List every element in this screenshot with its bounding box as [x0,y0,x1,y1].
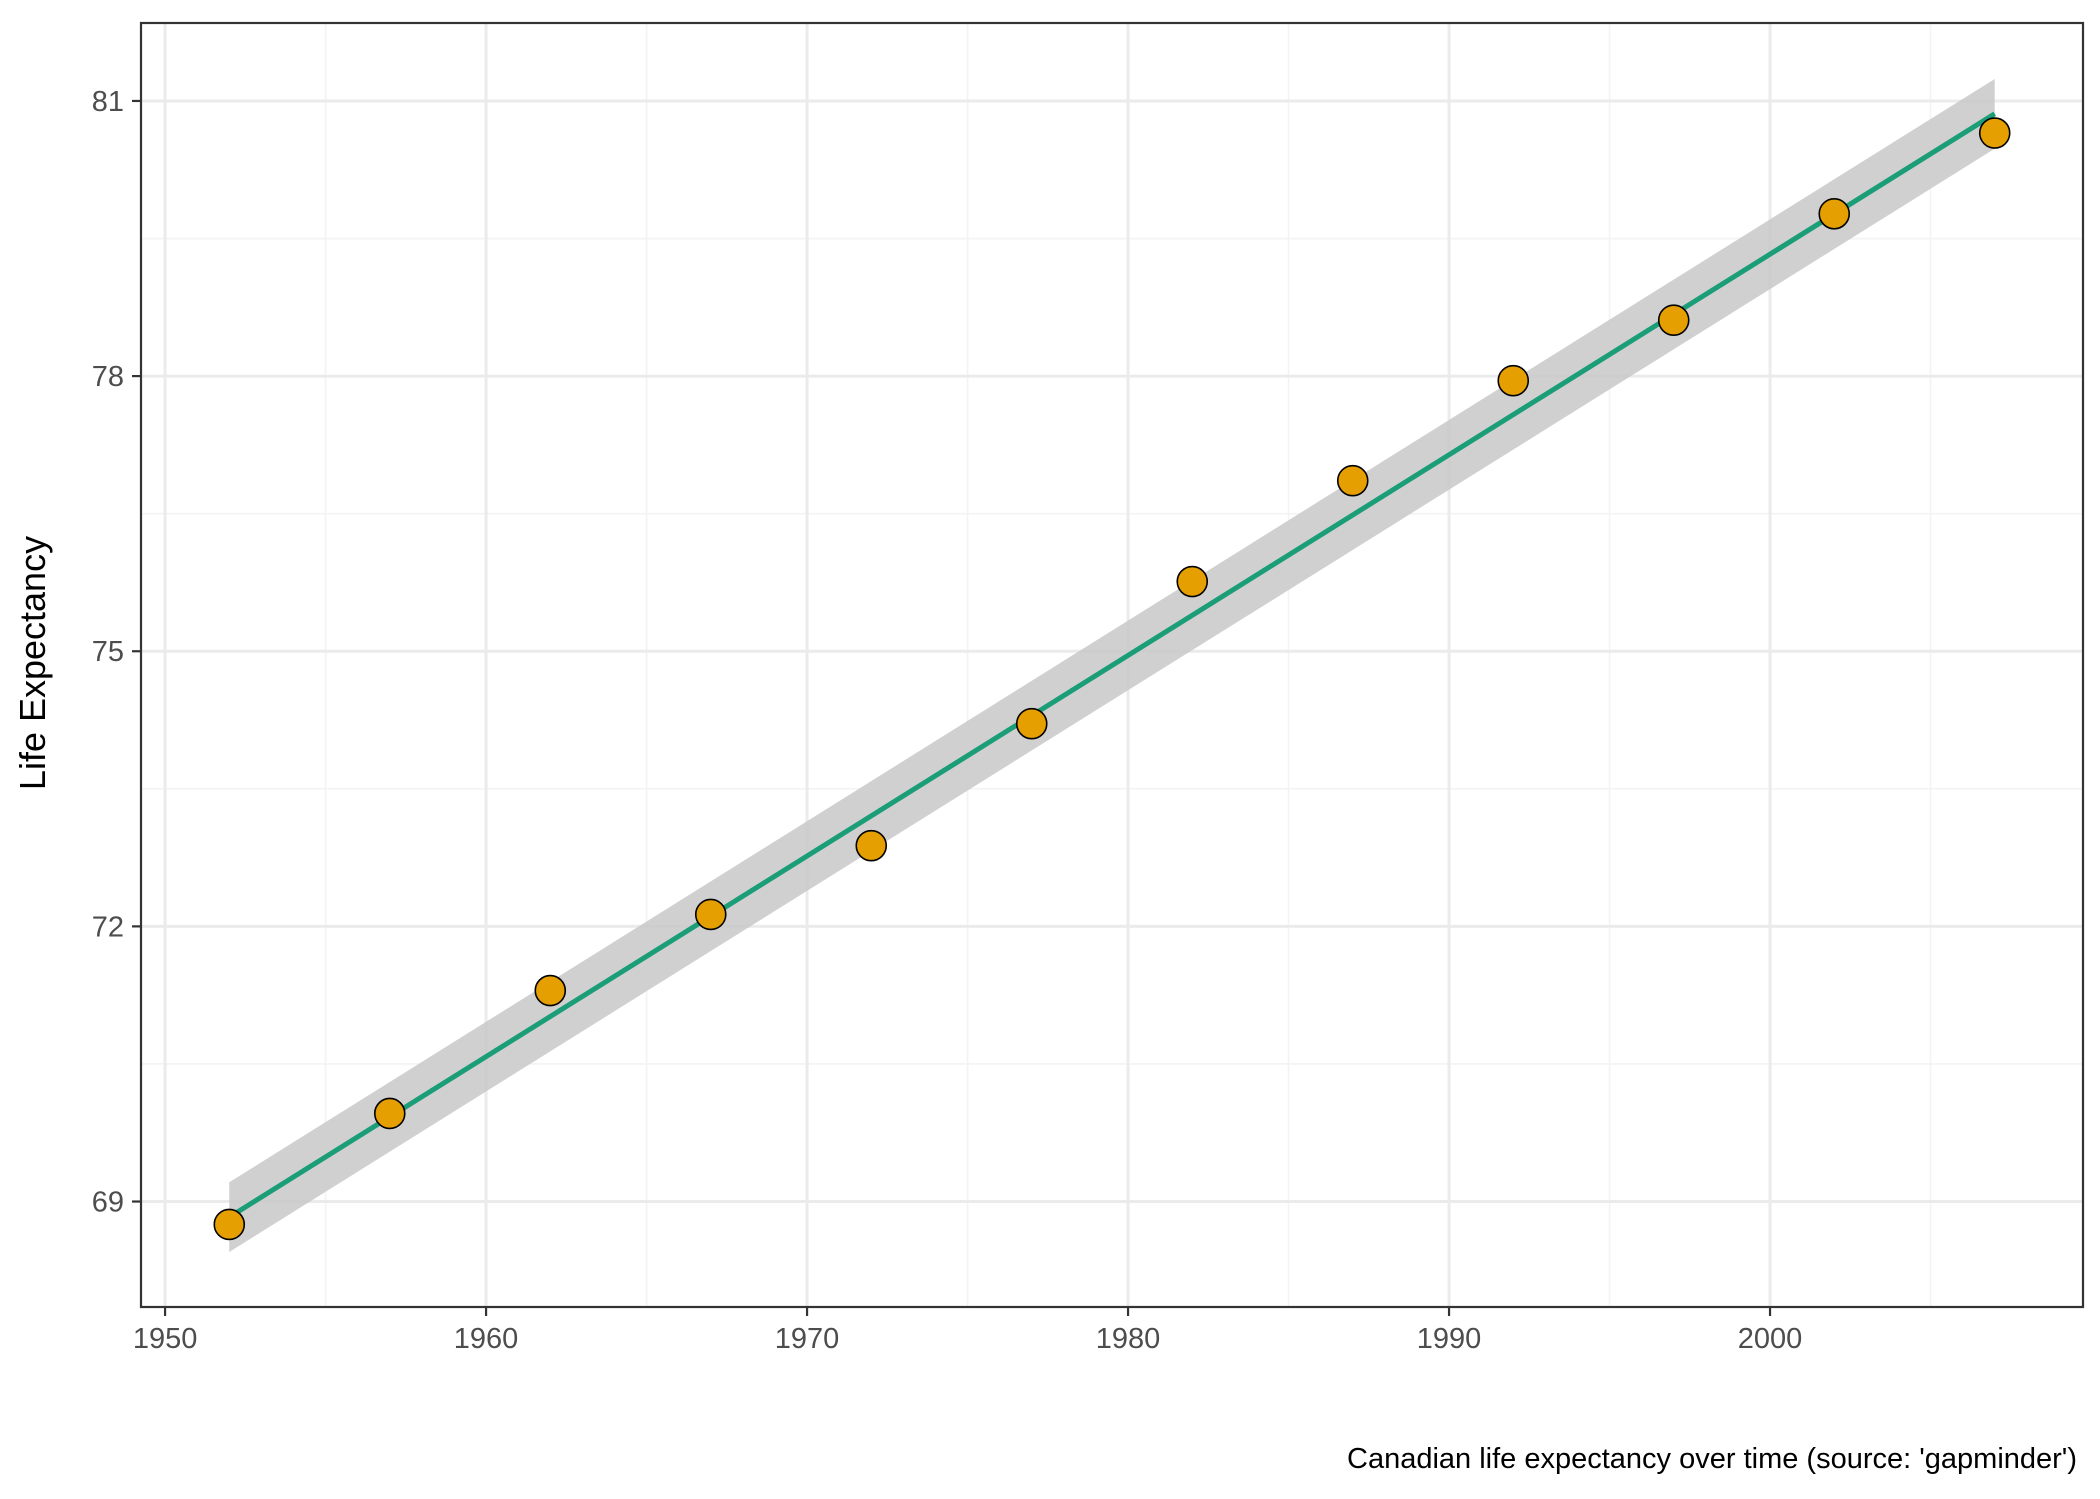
data-point-1997 [1657,304,1690,336]
trend-line [227,111,1997,1220]
x-tick-label: 1960 [454,1323,519,1355]
data-point-1977 [1015,707,1048,740]
y-tick-label: 78 [92,361,124,393]
data-point-1967 [694,898,727,931]
trend-line-layer [227,111,1997,1220]
data-point-1962 [534,974,567,1007]
data-point-1952 [213,1208,246,1241]
grid [141,23,2083,1307]
y-tick-label: 75 [92,636,124,668]
data-point-1972 [855,829,888,862]
y-tick-label: 72 [92,911,124,943]
data-point-2002 [1818,197,1851,230]
x-tick-label: 1990 [1417,1323,1482,1355]
points-layer [213,117,2011,1241]
y-tick-label: 69 [92,1187,124,1219]
data-point-1992 [1497,364,1530,397]
x-tick-label: 1970 [775,1323,840,1355]
y-axis: 69 72 75 78 81 [92,86,141,1219]
data-point-1987 [1336,464,1369,497]
y-tick-label: 81 [92,86,124,118]
panel-border [139,21,2085,1309]
data-point-1957 [373,1097,406,1130]
y-axis-title: Life Expectancy [12,536,53,790]
chart-caption: Canadian life expectancy over time (sour… [1347,1443,2077,1475]
x-tick-label: 1980 [1096,1323,1161,1355]
x-tick-label: 2000 [1738,1323,1803,1355]
x-tick-label: 1950 [133,1323,198,1355]
x-axis: 1950 1960 1970 1980 1990 2000 [133,1307,1802,1355]
data-point-2007 [1978,117,2011,149]
data-point-1982 [1176,565,1209,598]
